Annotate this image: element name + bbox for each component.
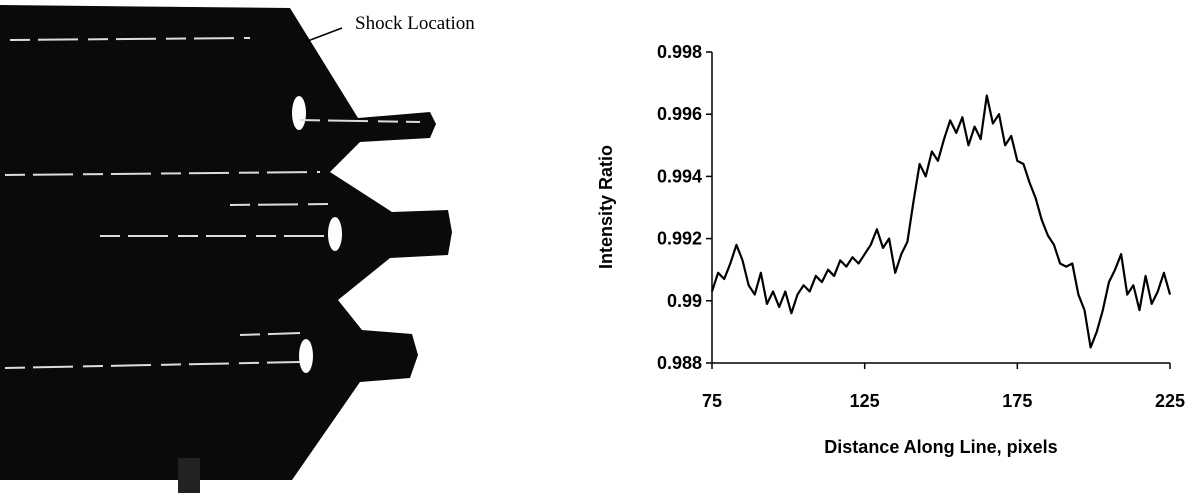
y-tick-label: 0.988 bbox=[657, 353, 702, 373]
annotation-pointer bbox=[305, 28, 342, 42]
y-tick-label: 0.994 bbox=[657, 166, 702, 186]
photo-stand bbox=[178, 458, 200, 493]
x-tick-label: 175 bbox=[1002, 391, 1032, 411]
annotation: Shock Location bbox=[355, 13, 475, 34]
port-hole bbox=[299, 339, 313, 373]
x-tick-label: 225 bbox=[1155, 391, 1185, 411]
y-tick-label: 0.996 bbox=[657, 104, 702, 124]
y-tick-label: 0.992 bbox=[657, 229, 702, 249]
data-line bbox=[712, 96, 1170, 348]
x-tick-label: 75 bbox=[702, 391, 722, 411]
x-tick-label: 125 bbox=[850, 391, 880, 411]
photo-body bbox=[0, 5, 452, 480]
y-axis-title: Intensity Ratio bbox=[596, 145, 616, 269]
figure: Shock Location Distance Along Line, pixe… bbox=[0, 0, 1195, 493]
port-hole bbox=[292, 96, 306, 130]
photo: Shock Location bbox=[0, 5, 475, 493]
y-tick-label: 0.99 bbox=[667, 291, 702, 311]
port-hole bbox=[328, 217, 342, 251]
x-axis-title: Distance Along Line, pixels bbox=[824, 437, 1057, 457]
y-tick-label: 0.998 bbox=[657, 42, 702, 62]
